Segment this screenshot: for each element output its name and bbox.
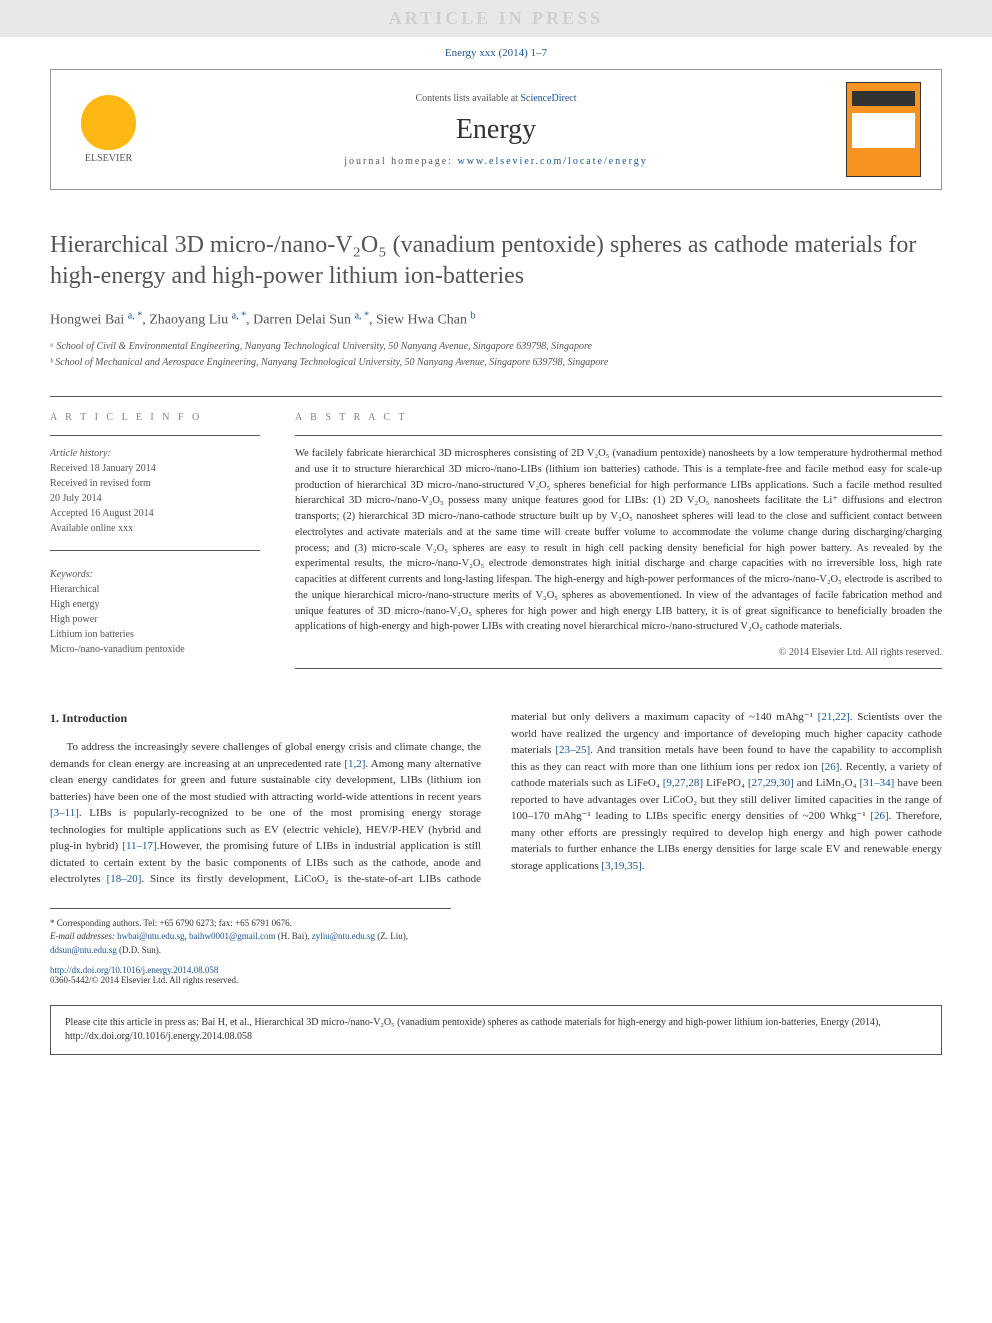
article-history: Article history: Received 18 January 201… [50, 446, 260, 536]
ref-23-25[interactable]: [23–25] [555, 744, 590, 756]
keywords-list: Hierarchical High energy High power Lith… [50, 582, 260, 657]
history-online: Available online xxx [50, 523, 133, 534]
publisher-name: ELSEVIER [85, 153, 132, 164]
homepage-prefix: journal homepage: [344, 156, 457, 167]
journal-cover-thumbnail[interactable] [846, 82, 921, 177]
author-3[interactable]: Darren Delai Sun [253, 313, 351, 328]
abstract-column: A B S T R A C T We facilely fabricate hi… [295, 412, 942, 669]
ref-9-27-28[interactable]: [9,27,28] [663, 777, 703, 789]
divider [50, 396, 942, 397]
doi-block: http://dx.doi.org/10.1016/j.energy.2014.… [50, 965, 942, 985]
issn-copyright: 0360-5442/© 2014 Elsevier Ltd. All right… [50, 975, 238, 985]
affiliation-a: ᵃ School of Civil & Environmental Engine… [50, 339, 942, 355]
ref-3-19-35[interactable]: [3,19,35] [601, 860, 641, 872]
citation-header-link[interactable]: Energy xxx (2014) 1–7 [445, 47, 547, 59]
affiliations: ᵃ School of Civil & Environmental Engine… [50, 339, 942, 371]
please-cite-box: Please cite this article in press as: Ba… [50, 1005, 942, 1055]
ref-27-29-30[interactable]: [27,29,30] [748, 777, 794, 789]
elsevier-logo[interactable]: ELSEVIER [71, 87, 146, 172]
journal-header-box: ELSEVIER Contents lists available at Sci… [50, 69, 942, 190]
article-info-label: A R T I C L E I N F O [50, 412, 260, 423]
ref-1-2[interactable]: [1,2] [344, 758, 365, 770]
header-center: Contents lists available at ScienceDirec… [166, 93, 826, 167]
email-2[interactable]: baihw0001@gmail.com [189, 931, 276, 941]
footnotes: * Corresponding authors. Tel: +65 6790 6… [50, 908, 451, 958]
history-revised-1: Received in revised form [50, 478, 151, 489]
history-label: Article history: [50, 448, 111, 459]
corresponding-author-note: * Corresponding authors. Tel: +65 6790 6… [50, 917, 451, 931]
abstract-text: We facilely fabricate hierarchical 3D mi… [295, 446, 942, 635]
authors-line: Hongwei Bai a, *, Zhaoyang Liu a, *, Dar… [50, 310, 942, 329]
email-1[interactable]: hwbai@ntu.edu.sg [117, 931, 184, 941]
abstract-label: A B S T R A C T [295, 412, 942, 423]
article-title: Hierarchical 3D micro-/nano-V₂O₅ (vanadi… [50, 230, 942, 292]
ref-26a[interactable]: [26] [821, 761, 839, 773]
keyword-5: Micro-/nano-vanadium pentoxide [50, 642, 260, 657]
ref-26b[interactable]: [26] [870, 810, 888, 822]
affiliation-b: ᵇ School of Mechanical and Aerospace Eng… [50, 355, 942, 371]
history-received: Received 18 January 2014 [50, 463, 156, 474]
author-1[interactable]: Hongwei Bai [50, 313, 124, 328]
author-4[interactable]: Siew Hwa Chan [376, 313, 467, 328]
introduction-para: To address the increasingly severe chall… [50, 709, 942, 888]
author-1-aff[interactable]: a, * [128, 313, 142, 328]
journal-name: Energy [166, 114, 826, 146]
email-addresses: E-mail addresses: hwbai@ntu.edu.sg, baih… [50, 930, 451, 957]
history-revised-2: 20 July 2014 [50, 493, 102, 504]
introduction-heading: 1. Introduction [50, 709, 481, 727]
author-3-aff[interactable]: a, * [355, 313, 369, 328]
keyword-2: High energy [50, 597, 260, 612]
email-3[interactable]: zyliu@ntu.edu.sg [312, 931, 375, 941]
keyword-1: Hierarchical [50, 582, 260, 597]
ref-18-20[interactable]: [18–20] [107, 873, 142, 885]
contents-prefix: Contents lists available at [415, 93, 520, 104]
article-in-press-banner: ARTICLE IN PRESS [0, 0, 992, 37]
keyword-4: Lithium ion batteries [50, 627, 260, 642]
sciencedirect-link[interactable]: ScienceDirect [520, 93, 576, 104]
homepage-line: journal homepage: www.elsevier.com/locat… [166, 156, 826, 167]
homepage-link[interactable]: www.elsevier.com/locate/energy [457, 156, 647, 167]
ref-11-17[interactable]: [11–17] [122, 840, 156, 852]
email-4[interactable]: ddsun@ntu.edu.sg [50, 945, 117, 955]
author-2-aff[interactable]: a, * [232, 313, 246, 328]
history-accepted: Accepted 16 August 2014 [50, 508, 154, 519]
emails-label: E-mail addresses: [50, 931, 117, 941]
ref-31-34[interactable]: [31–34] [860, 777, 895, 789]
elsevier-tree-icon [81, 95, 136, 150]
ref-3-11[interactable]: [3–11] [50, 807, 79, 819]
citation-header[interactable]: Energy xxx (2014) 1–7 [50, 37, 942, 69]
ref-21-22[interactable]: [21,22] [818, 711, 850, 723]
author-2[interactable]: Zhaoyang Liu [149, 313, 228, 328]
author-4-aff[interactable]: b [471, 313, 476, 328]
contents-line: Contents lists available at ScienceDirec… [166, 93, 826, 104]
doi-link[interactable]: http://dx.doi.org/10.1016/j.energy.2014.… [50, 965, 218, 975]
abstract-copyright: © 2014 Elsevier Ltd. All rights reserved… [295, 647, 942, 658]
keywords-label: Keywords: [50, 569, 260, 580]
introduction-section: 1. Introduction To address the increasin… [50, 709, 942, 888]
article-info-column: A R T I C L E I N F O Article history: R… [50, 412, 260, 669]
keyword-3: High power [50, 612, 260, 627]
